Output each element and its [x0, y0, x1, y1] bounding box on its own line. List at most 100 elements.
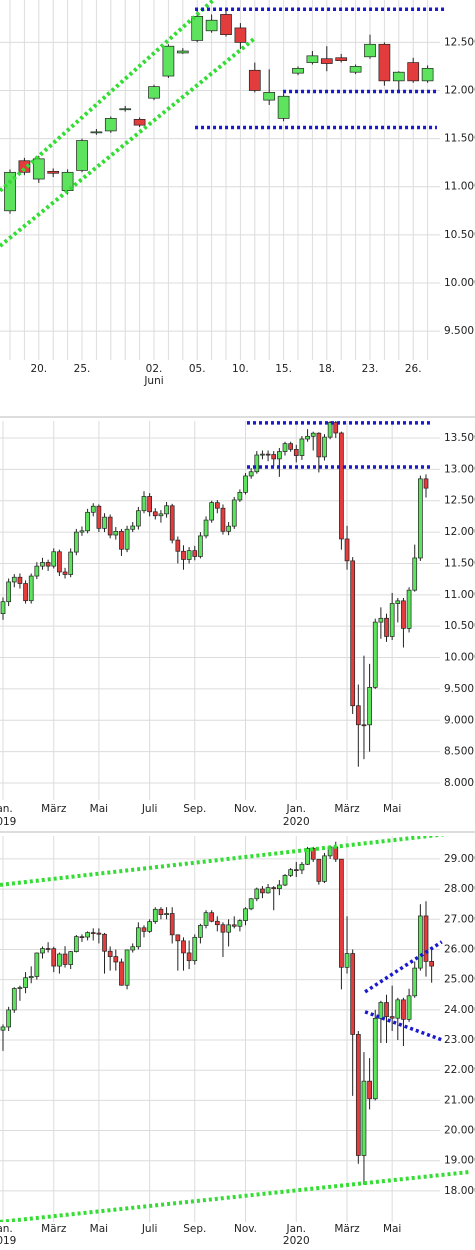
- candle-body: [176, 50, 189, 54]
- x-tick-label: 15.: [275, 363, 292, 375]
- candle-body: [231, 924, 237, 927]
- candle-body: [90, 131, 103, 134]
- x-tick-label: 02.: [146, 363, 163, 375]
- y-tick-label: 21.000: [444, 1094, 475, 1106]
- y-tick-label: 11.500: [444, 133, 475, 145]
- candle-body: [226, 525, 231, 532]
- candle-body: [220, 924, 226, 933]
- candle-body: [104, 118, 117, 132]
- x-tick-sublabel: 2019: [0, 816, 16, 828]
- candle-body: [162, 45, 175, 77]
- candle-body: [17, 987, 23, 989]
- candle-body: [349, 66, 362, 73]
- candle-body: [401, 600, 406, 629]
- candle-body: [429, 961, 434, 967]
- candle-body: [234, 27, 247, 43]
- candle-body: [378, 1002, 384, 1019]
- candle-body: [198, 535, 203, 557]
- x-tick-label: März: [41, 803, 67, 815]
- y-tick-label: 12.000: [444, 84, 475, 96]
- candle-body: [124, 528, 130, 550]
- candle-body: [277, 884, 282, 890]
- y-tick-label: 25.000: [444, 974, 475, 986]
- candle-body: [133, 119, 146, 126]
- y-tick-label: 18.000: [444, 1185, 475, 1197]
- candle-body: [57, 953, 62, 967]
- candle-body: [320, 58, 333, 64]
- trend-line: [0, 1169, 471, 1222]
- candle-body: [271, 454, 277, 460]
- y-tick-label: 12.500: [444, 495, 475, 507]
- candle-body: [384, 1002, 389, 1017]
- candle-body: [0, 601, 6, 614]
- candle-body: [421, 67, 434, 82]
- candle-body: [79, 530, 85, 533]
- candle-body: [119, 961, 124, 986]
- x-tick-label: 23.: [362, 363, 379, 375]
- candle-body: [372, 1017, 378, 1100]
- candle-body: [243, 908, 248, 921]
- x-tick-sublabel: Juni: [143, 375, 163, 387]
- candle-body: [288, 443, 293, 450]
- y-tick-label: 10.000: [444, 652, 475, 664]
- candle-body: [378, 43, 391, 82]
- candle-body: [412, 967, 418, 997]
- candle-body: [344, 953, 350, 968]
- candle-body: [418, 478, 423, 559]
- candle-body: [355, 1034, 361, 1156]
- candle-body: [305, 848, 310, 865]
- candle-body: [147, 496, 152, 513]
- candle-body: [23, 583, 28, 602]
- candle-body: [203, 519, 209, 537]
- y-tick-label: 28.000: [444, 883, 475, 895]
- candle-body: [28, 976, 34, 979]
- candle-body: [310, 432, 316, 437]
- candle-body: [96, 932, 102, 935]
- y-tick-label: 8.500: [444, 746, 474, 758]
- candle-body: [158, 908, 164, 915]
- candle-body: [0, 1026, 6, 1031]
- candle-body: [119, 108, 132, 111]
- candle-body: [316, 432, 322, 458]
- candle-body: [220, 14, 232, 36]
- candle-body: [248, 898, 254, 910]
- x-tick-sublabel: 2019: [0, 1235, 16, 1247]
- candle-body: [265, 887, 271, 894]
- candle-body: [119, 531, 124, 550]
- y-tick-label: 9.500: [444, 683, 474, 695]
- x-tick-label: 05.: [189, 363, 206, 375]
- candle-body: [423, 478, 429, 489]
- y-tick-label: 26.000: [444, 943, 475, 955]
- x-tick-label: Jan.: [0, 1223, 13, 1235]
- candle-body: [214, 502, 220, 509]
- candle-body: [327, 422, 333, 438]
- candle-body: [164, 913, 169, 915]
- candle-body: [141, 496, 147, 512]
- candle-body: [85, 932, 90, 938]
- x-tick-label: Sep.: [183, 803, 206, 815]
- candle-body: [130, 525, 136, 530]
- candle-body: [293, 449, 299, 456]
- candle-body: [186, 952, 192, 962]
- candle-body: [62, 571, 68, 575]
- candle-body: [209, 912, 215, 922]
- candle-body: [198, 925, 203, 938]
- candle-body: [392, 71, 405, 82]
- x-tick-sublabel: 2020: [283, 1235, 310, 1247]
- candle-body: [40, 562, 45, 567]
- x-tick-label: 20.: [30, 363, 47, 375]
- y-tick-label: 9.500: [444, 325, 474, 337]
- candle-body: [136, 927, 141, 948]
- y-tick-label: 10.500: [444, 620, 475, 632]
- candle-body: [243, 475, 248, 493]
- candle-body: [412, 557, 418, 591]
- y-tick-label: 24.000: [444, 1004, 475, 1016]
- candle-body: [293, 869, 299, 872]
- x-tick-label: Jan.: [286, 803, 307, 815]
- candle-body: [333, 422, 339, 434]
- x-tick-label: Juli: [141, 1223, 158, 1235]
- candle-body: [248, 69, 261, 91]
- candle-body: [113, 531, 119, 536]
- candle-body: [32, 158, 45, 180]
